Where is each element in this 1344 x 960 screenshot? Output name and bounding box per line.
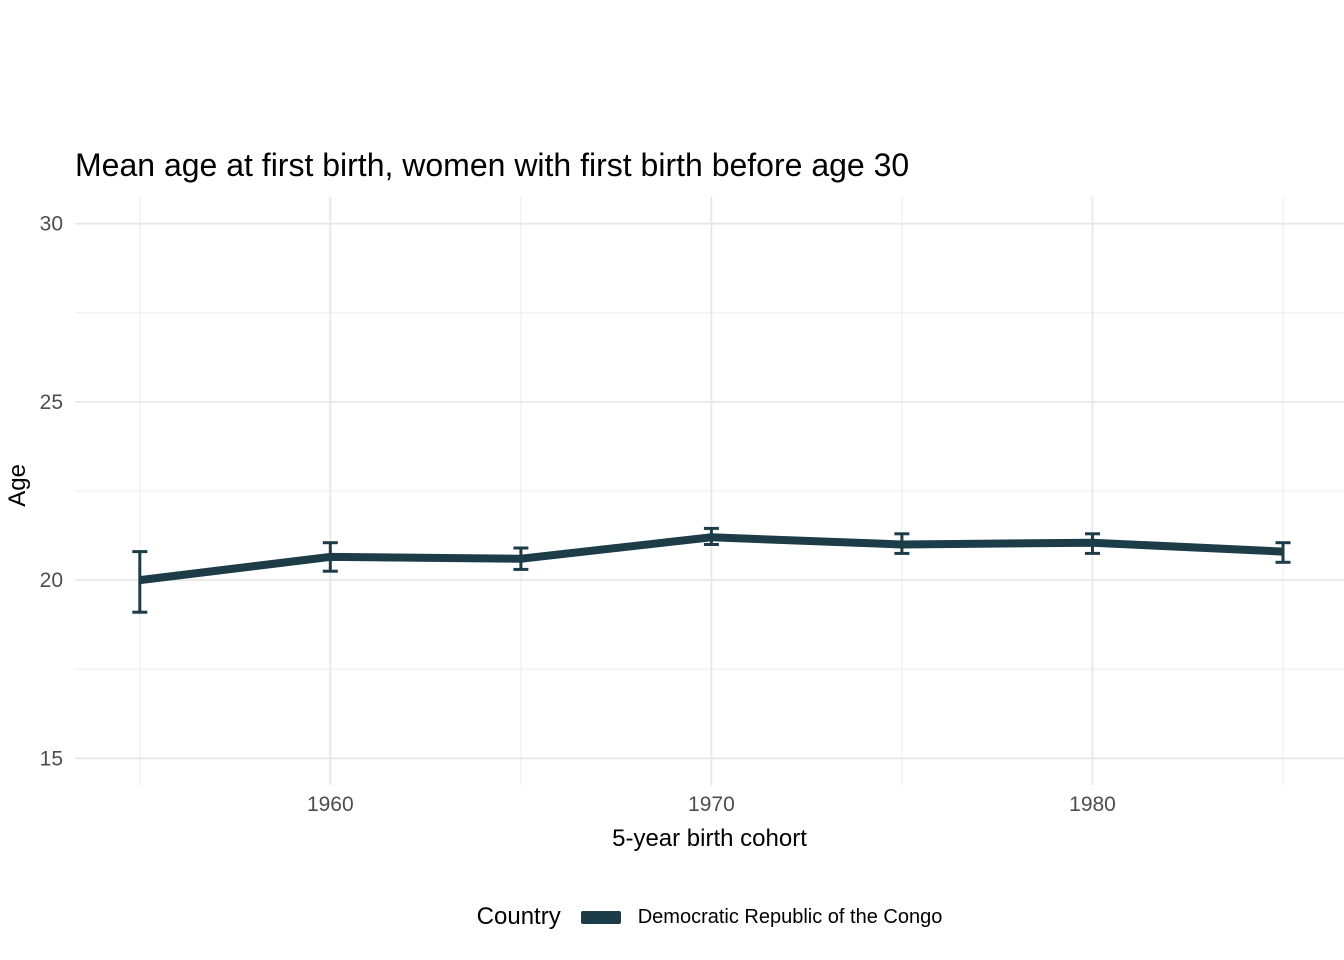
svg-text:30: 30 — [40, 213, 63, 236]
svg-text:1980: 1980 — [1069, 793, 1116, 816]
legend-item: Democratic Republic of the Congo — [580, 905, 943, 929]
chart-title: Mean age at first birth, women with firs… — [75, 147, 910, 183]
y-axis-title: Age — [4, 464, 31, 507]
legend-item-label: Democratic Republic of the Congo — [637, 905, 943, 928]
svg-text:20: 20 — [40, 569, 63, 592]
svg-text:1960: 1960 — [307, 793, 354, 816]
legend-line-swatch — [580, 910, 621, 924]
svg-text:25: 25 — [40, 391, 63, 414]
svg-text:15: 15 — [40, 747, 63, 770]
legend-title: Country — [476, 903, 561, 930]
x-axis-title: 5-year birth cohort — [612, 825, 807, 852]
svg-text:1970: 1970 — [688, 793, 735, 816]
legend: Country Democratic Republic of the Congo — [75, 903, 1344, 931]
